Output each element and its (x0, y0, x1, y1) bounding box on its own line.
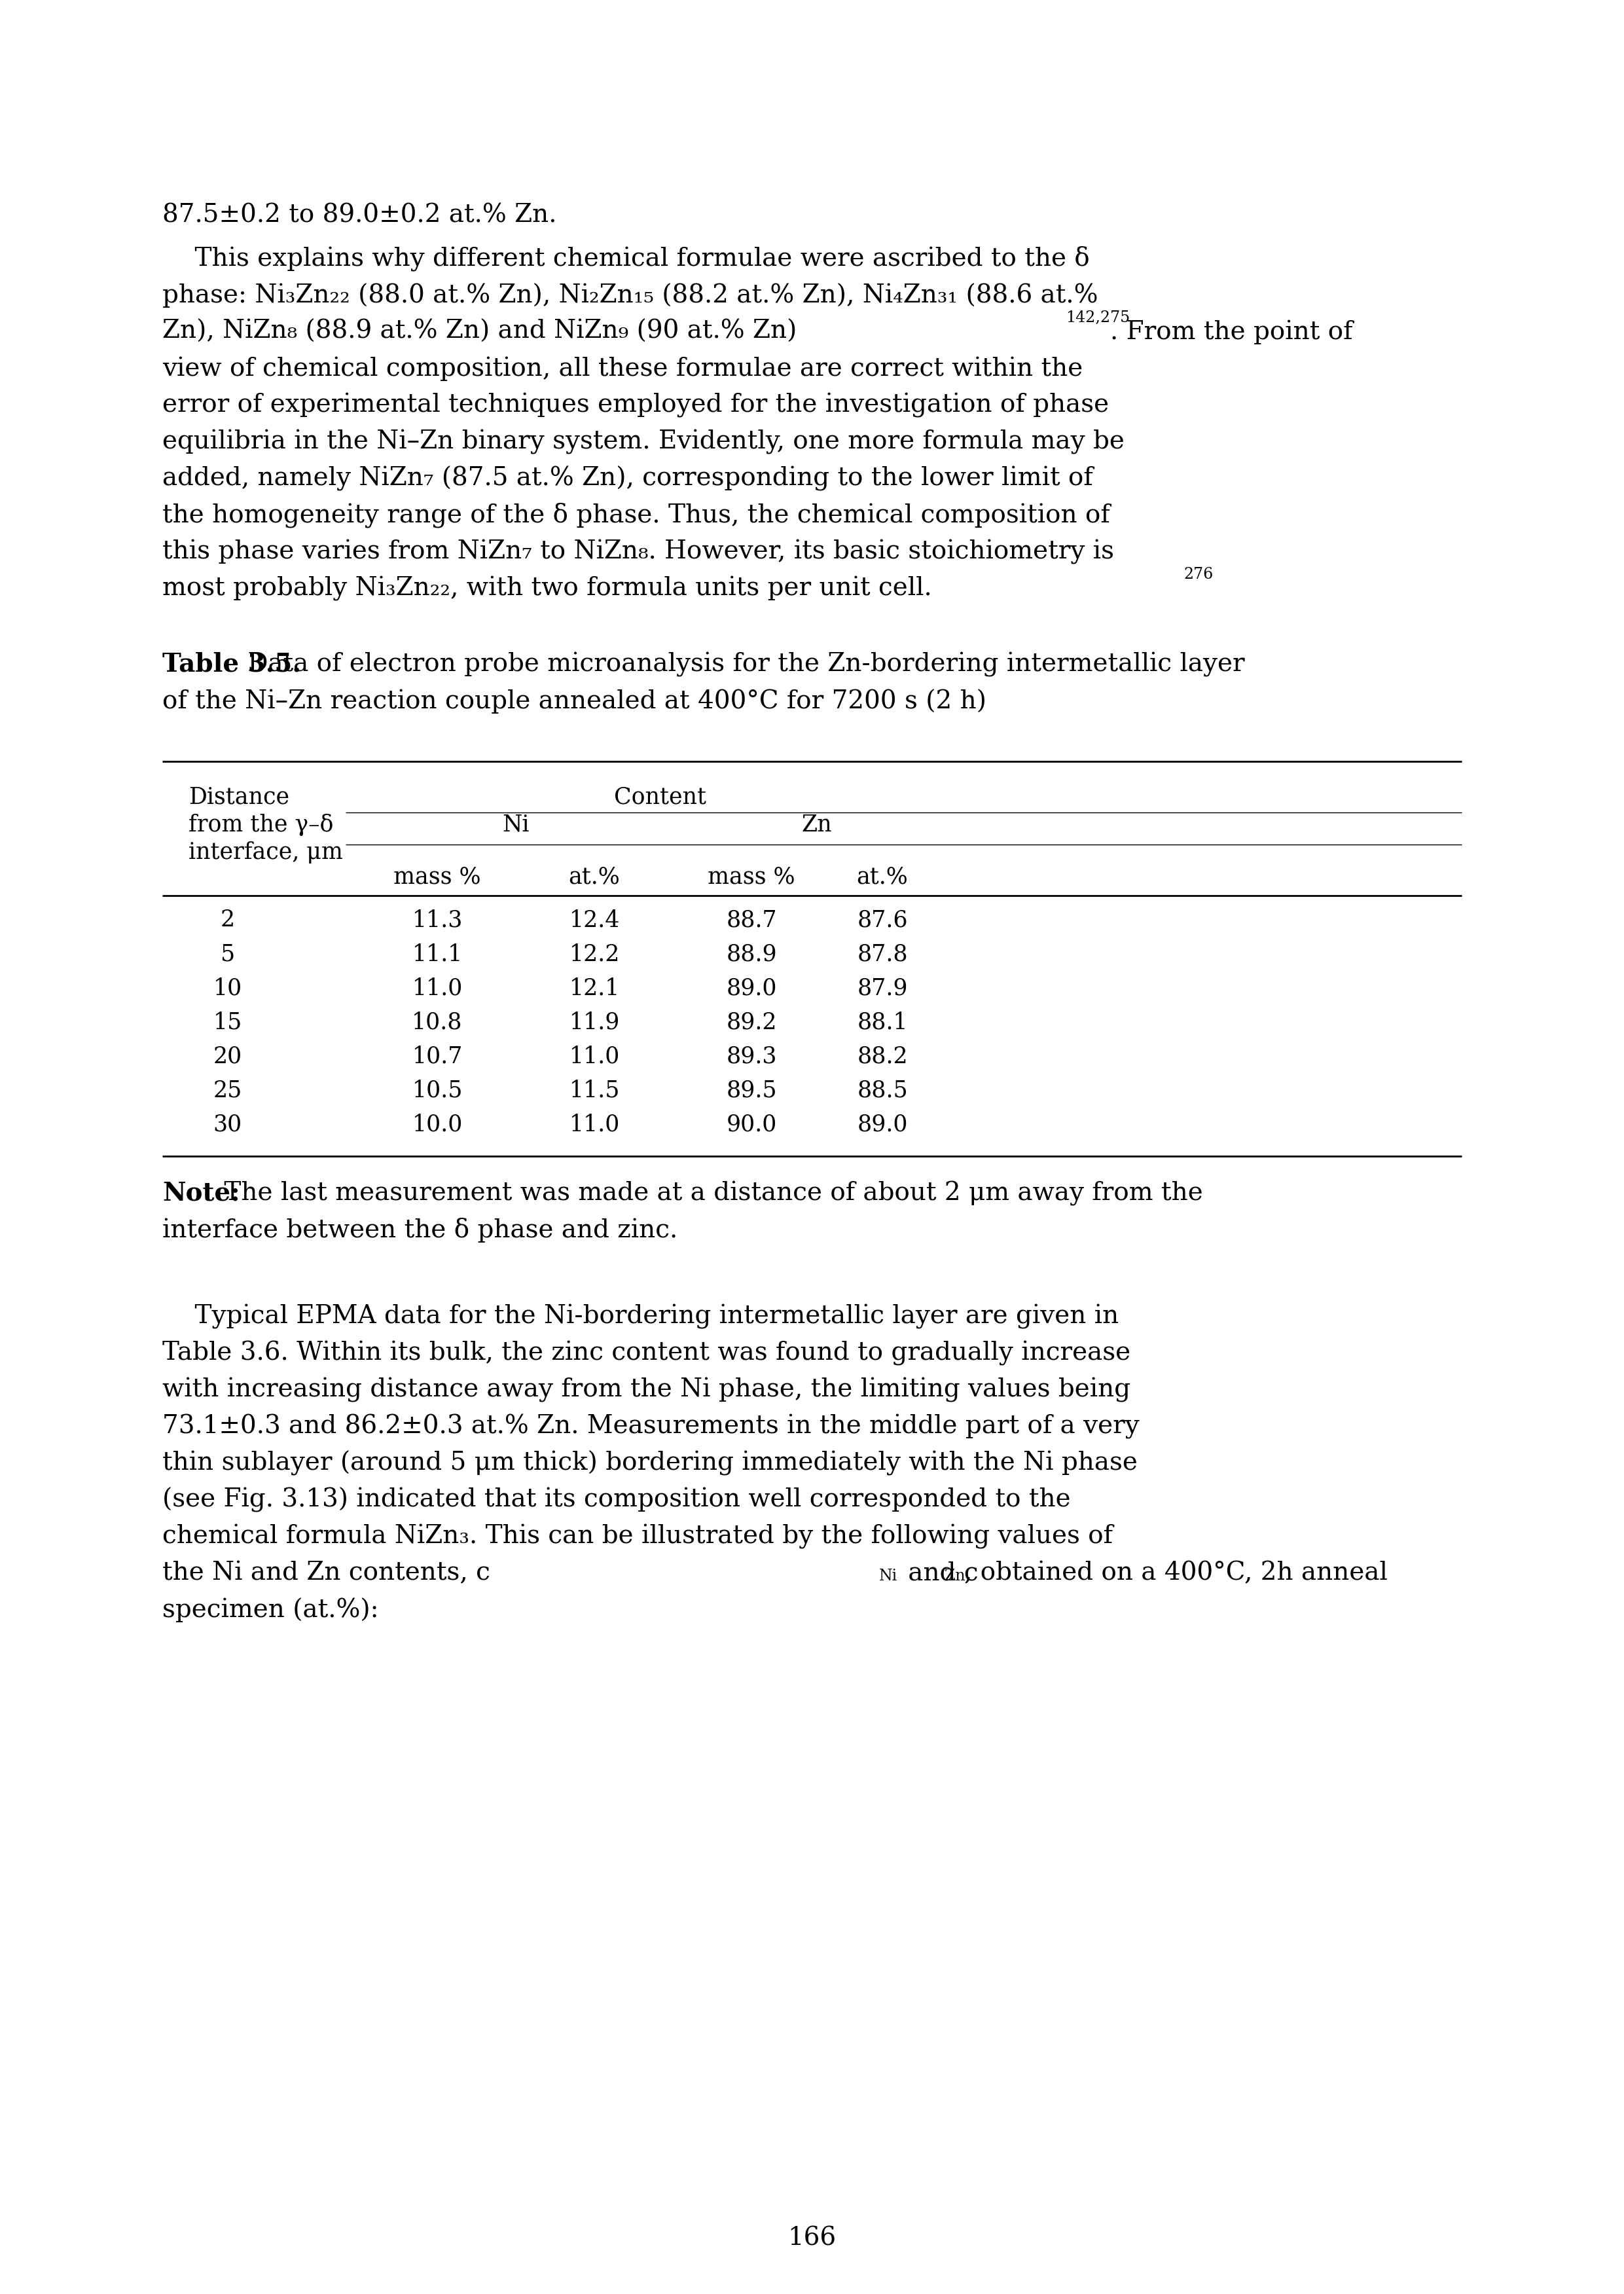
Text: 10.7: 10.7 (412, 1044, 463, 1067)
Text: 11.5: 11.5 (568, 1078, 620, 1101)
Text: Typical EPMA data for the Ni-bordering intermetallic layer are given in: Typical EPMA data for the Ni-bordering i… (162, 1303, 1119, 1328)
Text: 2: 2 (221, 908, 235, 931)
Text: (see Fig. 3.13) indicated that its composition well corresponded to the: (see Fig. 3.13) indicated that its compo… (162, 1487, 1070, 1512)
Text: 20: 20 (213, 1044, 242, 1067)
Text: 25: 25 (213, 1078, 242, 1101)
Text: 87.6: 87.6 (857, 908, 908, 931)
Text: 88.9: 88.9 (726, 943, 776, 966)
Text: 11.9: 11.9 (568, 1012, 620, 1032)
Text: the homogeneity range of the δ phase. Thus, the chemical composition of: the homogeneity range of the δ phase. Th… (162, 502, 1109, 528)
Text: Data of electron probe microanalysis for the Zn-bordering intermetallic layer: Data of electron probe microanalysis for… (240, 651, 1244, 677)
Text: Content: Content (614, 787, 706, 807)
Text: 10: 10 (213, 977, 242, 1000)
Text: 88.7: 88.7 (726, 908, 776, 931)
Text: Ni: Ni (502, 814, 529, 835)
Text: Zn: Zn (802, 814, 831, 835)
Text: 166: 166 (788, 2225, 836, 2250)
Text: thin sublayer (around 5 μm thick) bordering immediately with the Ni phase: thin sublayer (around 5 μm thick) border… (162, 1450, 1137, 1475)
Text: , obtained on a 400°C, 2h anneal: , obtained on a 400°C, 2h anneal (965, 1560, 1387, 1585)
Text: error of experimental techniques employed for the investigation of phase: error of experimental techniques employe… (162, 392, 1109, 418)
Text: 12.2: 12.2 (568, 943, 620, 966)
Text: Table 3.6. Within its bulk, the zinc content was found to gradually increase: Table 3.6. Within its bulk, the zinc con… (162, 1340, 1130, 1365)
Text: 12.1: 12.1 (568, 977, 620, 1000)
Text: mass %: mass % (708, 867, 796, 888)
Text: this phase varies from NiZn₇ to NiZn₈. However, its basic stoichiometry is: this phase varies from NiZn₇ to NiZn₈. H… (162, 539, 1114, 564)
Text: with increasing distance away from the Ni phase, the limiting values being: with increasing distance away from the N… (162, 1376, 1130, 1402)
Text: 89.2: 89.2 (726, 1012, 776, 1032)
Text: 11.0: 11.0 (412, 977, 463, 1000)
Text: 11.1: 11.1 (412, 943, 463, 966)
Text: 15: 15 (213, 1012, 242, 1032)
Text: view of chemical composition, all these formulae are correct within the: view of chemical composition, all these … (162, 356, 1083, 381)
Text: 73.1±0.3 and 86.2±0.3 at.% Zn. Measurements in the middle part of a very: 73.1±0.3 and 86.2±0.3 at.% Zn. Measureme… (162, 1413, 1140, 1438)
Text: 89.0: 89.0 (726, 977, 776, 1000)
Text: 88.2: 88.2 (857, 1044, 908, 1067)
Text: 89.0: 89.0 (857, 1113, 908, 1136)
Text: at.%: at.% (856, 867, 908, 888)
Text: 10.5: 10.5 (412, 1078, 463, 1101)
Text: 88.5: 88.5 (857, 1078, 908, 1101)
Text: and c: and c (900, 1560, 978, 1585)
Text: 87.5±0.2 to 89.0±0.2 at.% Zn.: 87.5±0.2 to 89.0±0.2 at.% Zn. (162, 202, 557, 227)
Text: 142,275: 142,275 (1065, 310, 1130, 326)
Text: Distance: Distance (188, 787, 289, 807)
Text: chemical formula NiZn₃. This can be illustrated by the following values of: chemical formula NiZn₃. This can be illu… (162, 1523, 1112, 1548)
Text: interface, μm: interface, μm (188, 842, 343, 863)
Text: 87.8: 87.8 (857, 943, 908, 966)
Text: mass %: mass % (393, 867, 481, 888)
Text: 10.8: 10.8 (412, 1012, 463, 1032)
Text: 10.0: 10.0 (412, 1113, 463, 1136)
Text: 5: 5 (221, 943, 235, 966)
Text: Note:: Note: (162, 1181, 240, 1207)
Text: 11.3: 11.3 (412, 908, 463, 931)
Text: 90.0: 90.0 (726, 1113, 776, 1136)
Text: The last measurement was made at a distance of about 2 μm away from the: The last measurement was made at a dista… (216, 1181, 1203, 1207)
Text: most probably Ni₃Zn₂₂, with two formula units per unit cell.: most probably Ni₃Zn₂₂, with two formula … (162, 576, 932, 601)
Text: 11.0: 11.0 (568, 1044, 620, 1067)
Text: Zn), NiZn₈ (88.9 at.% Zn) and NiZn₉ (90 at.% Zn): Zn), NiZn₈ (88.9 at.% Zn) and NiZn₉ (90 … (162, 319, 797, 344)
Text: 276: 276 (1184, 567, 1213, 583)
Text: This explains why different chemical formulae were ascribed to the δ: This explains why different chemical for… (162, 245, 1090, 271)
Text: phase: Ni₃Zn₂₂ (88.0 at.% Zn), Ni₂Zn₁₅ (88.2 at.% Zn), Ni₄Zn₃₁ (88.6 at.%: phase: Ni₃Zn₂₂ (88.0 at.% Zn), Ni₂Zn₁₅ (… (162, 282, 1098, 307)
Text: at.%: at.% (568, 867, 620, 888)
Text: specimen (at.%):: specimen (at.%): (162, 1597, 378, 1622)
Text: the Ni and Zn contents, c: the Ni and Zn contents, c (162, 1560, 490, 1585)
Text: . From the point of: . From the point of (1111, 319, 1353, 344)
Text: 11.0: 11.0 (568, 1113, 620, 1136)
Text: 89.3: 89.3 (726, 1044, 776, 1067)
Text: 12.4: 12.4 (568, 908, 620, 931)
Text: of the Ni–Zn reaction couple annealed at 400°C for 7200 s (2 h): of the Ni–Zn reaction couple annealed at… (162, 688, 986, 713)
Text: Ni: Ni (879, 1569, 898, 1583)
Text: 87.9: 87.9 (857, 977, 908, 1000)
Text: from the γ–δ: from the γ–δ (188, 814, 333, 835)
Text: added, namely NiZn₇ (87.5 at.% Zn), corresponding to the lower limit of: added, namely NiZn₇ (87.5 at.% Zn), corr… (162, 466, 1093, 491)
Text: 88.1: 88.1 (857, 1012, 908, 1032)
Text: 30: 30 (213, 1113, 242, 1136)
Text: Zn: Zn (945, 1569, 965, 1583)
Text: Table 3.5.: Table 3.5. (162, 651, 300, 677)
Text: 89.5: 89.5 (726, 1078, 776, 1101)
Text: interface between the δ phase and zinc.: interface between the δ phase and zinc. (162, 1218, 677, 1243)
Text: equilibria in the Ni–Zn binary system. Evidently, one more formula may be: equilibria in the Ni–Zn binary system. E… (162, 429, 1124, 454)
